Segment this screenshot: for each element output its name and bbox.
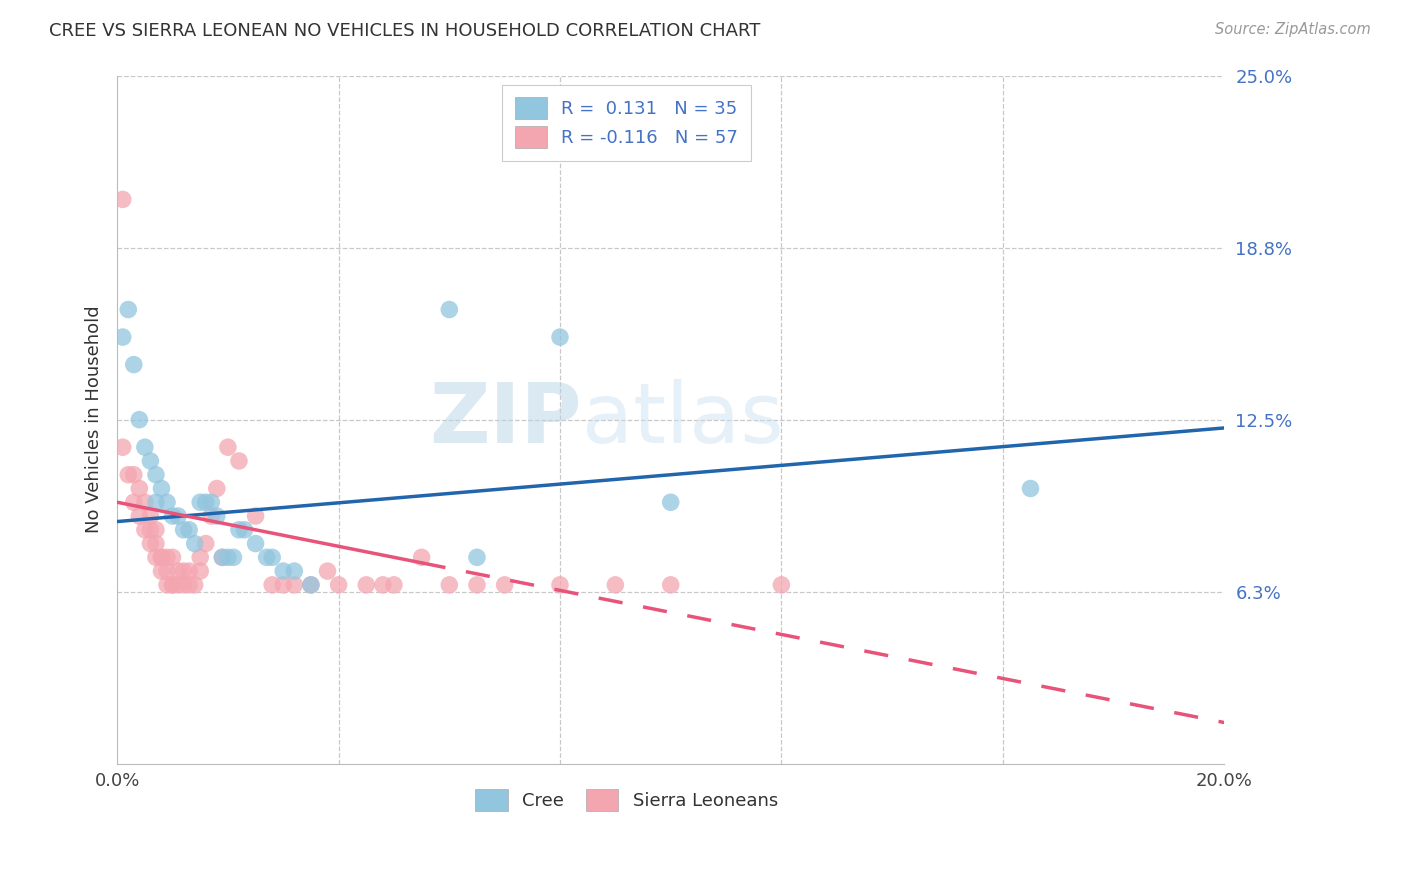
Point — [139, 509, 162, 524]
Point — [145, 467, 167, 482]
Point — [262, 550, 284, 565]
Point — [205, 482, 228, 496]
Point — [134, 523, 156, 537]
Point — [271, 578, 294, 592]
Point — [150, 550, 173, 565]
Point — [1019, 482, 1042, 496]
Point — [139, 536, 162, 550]
Point — [245, 536, 267, 550]
Point — [228, 454, 250, 468]
Point — [173, 523, 195, 537]
Point — [439, 302, 461, 317]
Point — [271, 564, 294, 578]
Point — [122, 358, 145, 372]
Point — [439, 578, 461, 592]
Point — [111, 330, 134, 344]
Text: CREE VS SIERRA LEONEAN NO VEHICLES IN HOUSEHOLD CORRELATION CHART: CREE VS SIERRA LEONEAN NO VEHICLES IN HO… — [49, 22, 761, 40]
Point — [382, 578, 405, 592]
Point — [145, 495, 167, 509]
Point — [183, 578, 205, 592]
Point — [356, 578, 378, 592]
Point — [548, 578, 571, 592]
Point — [200, 509, 222, 524]
Point — [283, 564, 305, 578]
Point — [659, 578, 682, 592]
Point — [156, 495, 179, 509]
Point — [134, 440, 156, 454]
Point — [179, 578, 201, 592]
Point — [188, 564, 211, 578]
Point — [183, 536, 205, 550]
Point — [316, 564, 339, 578]
Point — [299, 578, 322, 592]
Point — [162, 578, 184, 592]
Y-axis label: No Vehicles in Household: No Vehicles in Household — [86, 306, 103, 533]
Point — [167, 564, 190, 578]
Point — [494, 578, 516, 592]
Point — [122, 495, 145, 509]
Point — [188, 550, 211, 565]
Point — [128, 482, 150, 496]
Legend: Cree, Sierra Leoneans: Cree, Sierra Leoneans — [463, 776, 790, 823]
Point — [173, 578, 195, 592]
Point — [122, 467, 145, 482]
Point — [145, 523, 167, 537]
Point — [256, 550, 278, 565]
Point — [217, 440, 239, 454]
Point — [179, 564, 201, 578]
Point — [145, 550, 167, 565]
Point — [211, 550, 233, 565]
Point — [283, 578, 305, 592]
Point — [128, 509, 150, 524]
Point — [548, 330, 571, 344]
Point — [156, 550, 179, 565]
Point — [179, 523, 201, 537]
Point — [659, 495, 682, 509]
Point — [162, 509, 184, 524]
Point — [299, 578, 322, 592]
Point — [156, 564, 179, 578]
Text: atlas: atlas — [582, 379, 785, 460]
Point — [128, 412, 150, 426]
Point — [173, 564, 195, 578]
Point — [228, 523, 250, 537]
Point — [167, 578, 190, 592]
Point — [465, 578, 488, 592]
Point — [111, 193, 134, 207]
Point — [145, 536, 167, 550]
Point — [150, 564, 173, 578]
Point — [139, 523, 162, 537]
Text: ZIP: ZIP — [430, 379, 582, 460]
Point — [245, 509, 267, 524]
Point — [411, 550, 433, 565]
Point — [770, 578, 793, 592]
Point — [605, 578, 627, 592]
Point — [117, 302, 139, 317]
Point — [150, 482, 173, 496]
Point — [328, 578, 350, 592]
Point — [167, 509, 190, 524]
Text: Source: ZipAtlas.com: Source: ZipAtlas.com — [1215, 22, 1371, 37]
Point — [200, 495, 222, 509]
Point — [111, 440, 134, 454]
Point — [117, 467, 139, 482]
Point — [139, 454, 162, 468]
Point — [222, 550, 245, 565]
Point — [211, 550, 233, 565]
Point — [188, 495, 211, 509]
Point — [371, 578, 394, 592]
Point — [162, 550, 184, 565]
Point — [262, 578, 284, 592]
Point — [465, 550, 488, 565]
Point — [162, 578, 184, 592]
Point — [233, 523, 256, 537]
Point — [217, 550, 239, 565]
Point — [205, 509, 228, 524]
Point — [150, 550, 173, 565]
Point — [156, 578, 179, 592]
Point — [194, 495, 217, 509]
Point — [134, 495, 156, 509]
Point — [194, 536, 217, 550]
